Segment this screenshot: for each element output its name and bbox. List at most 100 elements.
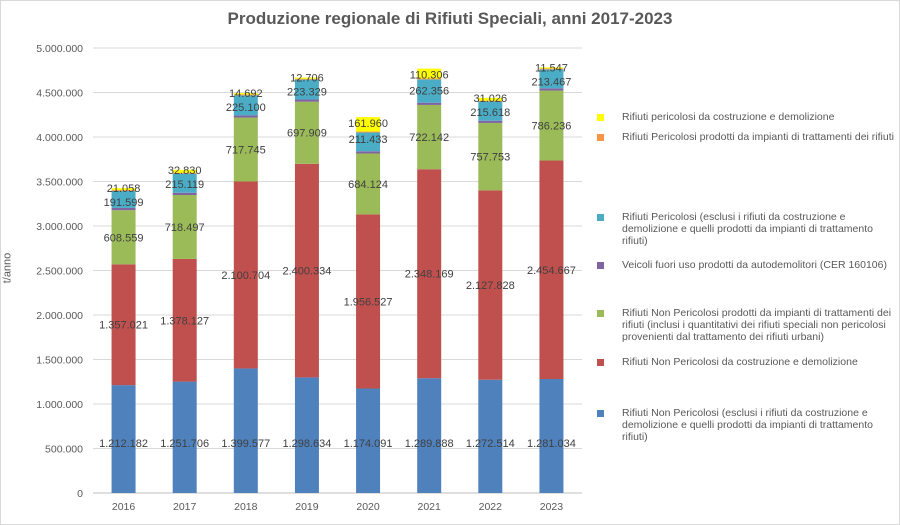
legend-item: Veicoli fuori uso prodotti da autodemoli… (597, 259, 897, 271)
bar-segment (233, 368, 258, 493)
bar-segment (172, 192, 197, 195)
data-label: 2.127.828 (466, 280, 515, 292)
bar-segment (172, 172, 197, 174)
legend-item: Rifiuti Pericolosi prodotti da impianti … (597, 131, 897, 143)
bar-segment (539, 68, 564, 70)
x-tick-label: 2016 (112, 501, 136, 513)
bar-segment (111, 188, 136, 191)
bar-segment (539, 160, 564, 379)
legend-swatch (597, 134, 604, 141)
bar-segment (111, 190, 136, 191)
bar-segment (356, 214, 381, 389)
bar-segment (294, 163, 319, 378)
bar-segment (417, 79, 442, 103)
legend-swatch (597, 262, 604, 269)
data-label: 110.306 (410, 70, 449, 82)
y-tick-label: 500.000 (45, 444, 83, 456)
bar-segment (356, 131, 381, 133)
data-label: 2.100.704 (221, 270, 270, 282)
bar-segment (478, 122, 503, 191)
data-label: 225.100 (226, 102, 266, 114)
bar-segment (356, 388, 381, 493)
legend-label: Rifiuti pericolosi da costruzione e demo… (622, 111, 835, 123)
bar-segment (356, 153, 381, 215)
x-tick-label: 2017 (173, 501, 197, 513)
bar-segment (233, 93, 258, 95)
data-label: 1.281.034 (527, 438, 576, 450)
data-label: 684.124 (348, 179, 388, 191)
bar-segment (417, 104, 442, 170)
bar-segment (478, 97, 503, 101)
legend-label: Rifiuti Non Pericolosi (esclusi i rifiut… (622, 407, 873, 443)
y-tick-label: 0 (77, 488, 83, 500)
bar-segment (172, 169, 197, 173)
bar-segment (539, 378, 564, 493)
bar-segment (417, 102, 442, 105)
legend-item: Rifiuti Non Pericolosi prodotti da impia… (597, 307, 897, 343)
data-label: 1.378.127 (160, 315, 209, 327)
data-label: 215.618 (470, 107, 510, 119)
data-label: 161.960 (348, 118, 388, 130)
bar-segment (233, 181, 258, 369)
bar-segment (233, 115, 258, 118)
y-tick-label: 3.500.000 (36, 177, 83, 189)
bar-segment (111, 385, 136, 493)
bar-segment (478, 190, 503, 380)
data-label: 191.599 (104, 197, 144, 209)
y-tick-label: 2.000.000 (36, 310, 83, 322)
legend-label: Rifiuti Pericolosi prodotti da impianti … (622, 131, 894, 143)
data-label: 2.454.667 (527, 265, 576, 277)
x-tick-label: 2018 (234, 501, 258, 513)
legend-label: Veicoli fuori uso prodotti da autodemoli… (622, 259, 887, 271)
bar-segment (233, 95, 258, 116)
bar-segment (233, 117, 258, 182)
legend-item: Rifiuti Non Pericolosi da costruzione e … (597, 356, 897, 368)
bar-segment (111, 190, 136, 208)
bar-segment (294, 101, 319, 164)
x-tick-label: 2020 (356, 501, 380, 513)
bar-segment (172, 381, 197, 493)
bar-segment (172, 258, 197, 382)
bar-segment (417, 68, 442, 79)
data-label: 2.400.334 (282, 266, 331, 278)
chart-title: Produzione regionale di Rifiuti Speciali… (227, 9, 673, 28)
bar-segment (417, 169, 442, 379)
bar-segment (478, 100, 503, 102)
data-label: 722.142 (409, 132, 449, 144)
data-label: 14.692 (229, 88, 263, 100)
bar-segment (539, 69, 564, 89)
data-label: 1.272.514 (466, 438, 515, 450)
data-label: 211.433 (349, 134, 388, 146)
data-label: 215.119 (165, 179, 204, 191)
bar-segment (111, 210, 136, 265)
data-label: 213.467 (532, 76, 572, 88)
bar-segment (417, 378, 442, 493)
bar-segment (111, 207, 136, 211)
y-tick-label: 4.000.000 (36, 132, 83, 144)
bar-segment (478, 379, 503, 493)
bar-segment (356, 117, 381, 132)
data-label: 2.348.169 (405, 269, 454, 281)
legend-swatch (597, 359, 604, 366)
bar-segment (539, 90, 564, 161)
data-label: 1.251.706 (160, 438, 209, 450)
legend-item: Rifiuti pericolosi da costruzione e demo… (597, 111, 897, 123)
bar-segment (172, 194, 197, 259)
legend-label: Rifiuti Pericolosi (esclusi i rifiuti da… (622, 211, 873, 247)
x-tick-label: 2019 (295, 501, 319, 513)
legend-label: Rifiuti Non Pericolosi da costruzione e … (622, 356, 858, 368)
data-label: 262.356 (409, 86, 449, 98)
legend-item: Rifiuti Non Pericolosi (esclusi i rifiut… (597, 407, 897, 443)
bar-segment (294, 78, 319, 80)
y-tick-label: 2.500.000 (36, 266, 83, 278)
y-tick-label: 1.500.000 (36, 355, 83, 367)
bar-segment (172, 173, 197, 193)
data-label: 1.357.021 (99, 320, 148, 332)
x-tick-label: 2021 (418, 501, 442, 513)
data-label: 1.289.888 (405, 438, 454, 450)
y-tick-label: 1.000.000 (36, 399, 83, 411)
data-label: 786.236 (532, 121, 572, 133)
data-label: 718.497 (165, 222, 205, 234)
bar-segment (111, 264, 136, 386)
data-label: 1.174.091 (344, 438, 393, 450)
